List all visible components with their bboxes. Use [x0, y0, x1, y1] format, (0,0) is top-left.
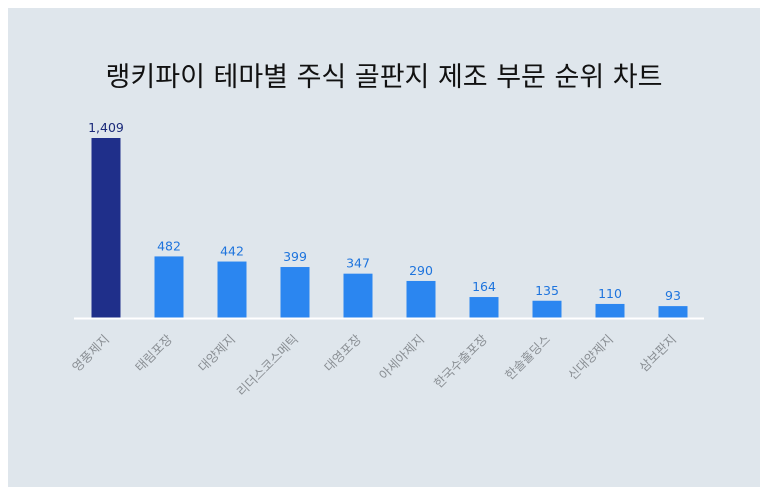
data-label-8: 135 — [535, 283, 559, 298]
x-tick-label-3: 대양제지 — [195, 332, 238, 375]
chart-title: 랭키파이 테마별 주식 골판지 제조 부문 순위 차트 — [105, 62, 663, 93]
chart-panel: 랭키파이 테마별 주식 골판지 제조 부문 순위 차트 1,409 영풍제지 482… — [8, 8, 760, 487]
data-label-7: 164 — [472, 279, 496, 294]
bar-3 — [217, 261, 247, 318]
x-tick-label-4: 리더스코스메틱 — [234, 332, 302, 400]
data-label-1: 1,409 — [88, 120, 124, 135]
bar-8 — [532, 300, 562, 318]
x-tick-label-1: 영풍제지 — [69, 332, 112, 375]
x-tick-label-7: 한국수출포장 — [431, 331, 491, 391]
x-tick-label-8: 한솔홀딩스 — [502, 332, 553, 383]
x-tick-label-10: 삼보판지 — [636, 332, 679, 375]
bar-chart: 1,409 영풍제지 482 태림포장 442 대양제지 399 리더스코스메틱 347 대영포장… — [69, 120, 704, 400]
x-tick-label-2: 태림포장 — [132, 331, 175, 374]
bar-1 — [91, 138, 121, 318]
bar-10 — [658, 306, 688, 318]
x-tick-label-9: 신대양제지 — [565, 332, 616, 383]
data-label-5: 347 — [346, 256, 370, 271]
bar-4 — [280, 267, 310, 318]
bar-6 — [406, 280, 436, 318]
data-label-4: 399 — [283, 249, 307, 264]
bar-7 — [469, 297, 499, 318]
bar-5 — [343, 273, 373, 318]
x-tick-label-5: 대영포장 — [321, 331, 364, 374]
data-label-3: 442 — [220, 244, 244, 259]
data-label-6: 290 — [409, 263, 433, 278]
data-label-2: 482 — [157, 238, 181, 253]
bar-9 — [595, 303, 625, 318]
data-label-10: 93 — [665, 288, 681, 303]
bar-2 — [154, 256, 184, 318]
x-tick-label-6: 아세아제지 — [376, 332, 427, 383]
data-label-9: 110 — [598, 286, 622, 301]
